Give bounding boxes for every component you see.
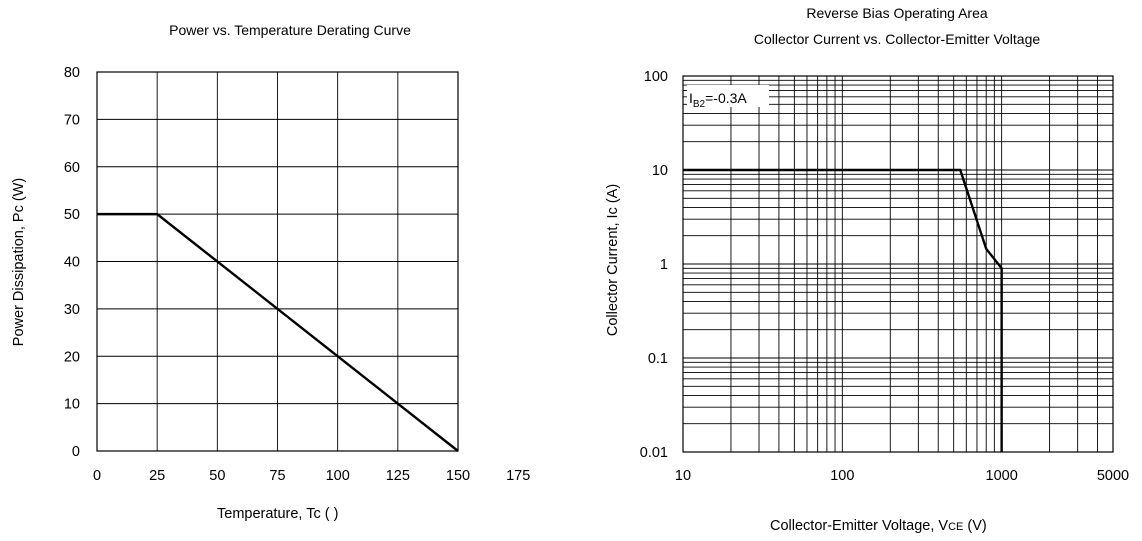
rbsoa-chart-title: Reverse Bias Operating Area xyxy=(806,5,988,21)
derating-y-axis-label: Power Dissipation, Pc (W) xyxy=(11,178,27,346)
derating-x-tick-label: 100 xyxy=(326,468,350,484)
derating-x-tick-label: 25 xyxy=(149,468,165,484)
derating-chart-title: Power vs. Temperature Derating Curve xyxy=(169,22,411,38)
rbsoa-y-ticks: 0.01 0.1 1 10 100 xyxy=(640,69,668,461)
derating-x-ticks: 0 25 50 75 100 125 150 175 xyxy=(93,468,530,484)
rbsoa-y-tick-label: 10 xyxy=(652,163,668,179)
derating-y-tick-label: 20 xyxy=(64,349,80,365)
derating-chart: Power vs. Temperature Derating Curve 0 25… xyxy=(11,22,530,522)
derating-grid xyxy=(97,72,458,451)
rbsoa-x-tick-label: 1000 xyxy=(986,468,1018,484)
derating-y-tick-label: 50 xyxy=(64,207,80,223)
derating-x-tick-label: 50 xyxy=(209,468,225,484)
rbsoa-y-tick-label: 0.01 xyxy=(640,445,668,461)
derating-y-tick-label: 10 xyxy=(64,397,80,413)
rbsoa-grid xyxy=(683,76,1113,452)
rbsoa-chart-subtitle: Collector Current vs. Collector-Emitter … xyxy=(754,31,1041,47)
derating-y-tick-label: 70 xyxy=(64,112,80,128)
rbsoa-plot-frame xyxy=(682,75,1114,453)
rbsoa-x-tick-label: 5000 xyxy=(1097,468,1129,484)
derating-y-ticks: 0 10 20 30 40 50 60 70 80 xyxy=(64,65,80,460)
rbsoa-x-ticks: 10 100 1000 5000 xyxy=(675,468,1129,484)
derating-curve-line xyxy=(97,212,459,452)
rbsoa-curve-series xyxy=(683,168,1003,452)
rbsoa-x-tick-label: 10 xyxy=(675,468,691,484)
derating-x-tick-label: 175 xyxy=(506,468,530,484)
rbsoa-annotation-background xyxy=(687,85,769,107)
rbsoa-y-tick-label: 1 xyxy=(660,257,668,273)
derating-x-tick-label: 150 xyxy=(446,468,470,484)
rbsoa-x-axis-label: Collector-Emitter Voltage, VCE (V) xyxy=(770,518,987,534)
rbsoa-y-tick-label: 100 xyxy=(644,69,668,85)
derating-y-tick-label: 30 xyxy=(64,302,80,318)
rbsoa-y-tick-label: 0.1 xyxy=(648,351,668,367)
rbsoa-annotation-ib2: IB2=-0.3A xyxy=(689,90,747,110)
derating-y-tick-label: 0 xyxy=(72,444,80,460)
rbsoa-y-axis-label: Collector Current, Ic (A) xyxy=(605,184,621,336)
derating-y-tick-label: 40 xyxy=(64,255,80,271)
derating-plot-frame xyxy=(96,71,459,452)
rbsoa-chart: Reverse Bias Operating Area Collector Cu… xyxy=(605,5,1129,534)
derating-y-tick-label: 60 xyxy=(64,160,80,176)
derating-x-tick-label: 0 xyxy=(93,468,101,484)
derating-x-axis-label: Temperature, Tc ( ) xyxy=(217,506,338,522)
derating-curve-series xyxy=(97,212,459,452)
derating-y-tick-label: 80 xyxy=(64,65,80,81)
rbsoa-x-tick-label: 100 xyxy=(830,468,854,484)
derating-x-tick-label: 125 xyxy=(386,468,410,484)
rbsoa-curve-line xyxy=(683,168,1003,452)
derating-x-tick-label: 75 xyxy=(269,468,285,484)
